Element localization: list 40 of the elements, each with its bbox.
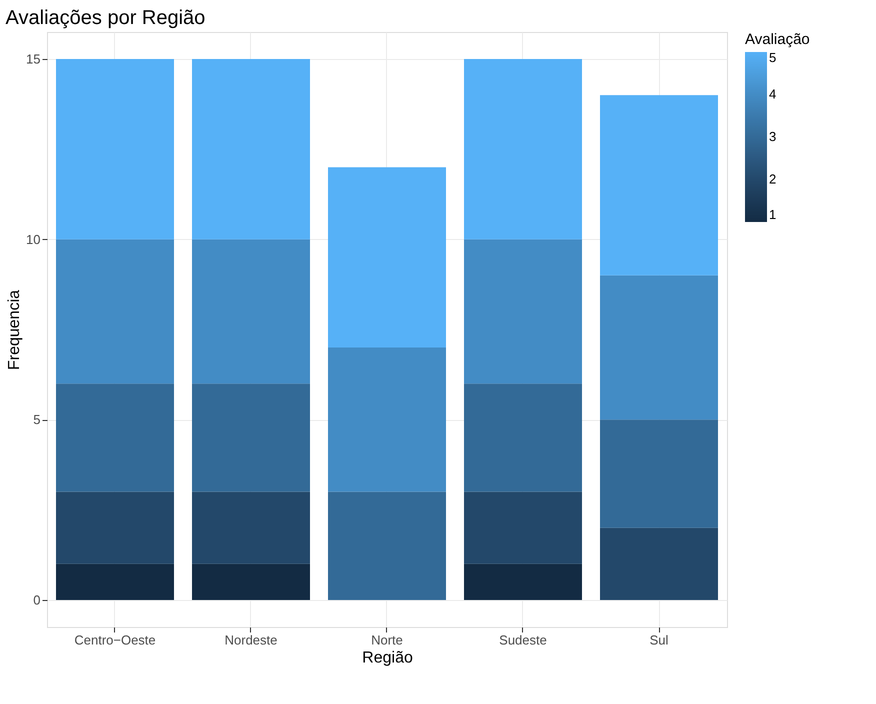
color-bar-label: 4	[769, 86, 776, 102]
bar	[192, 239, 310, 384]
x-tick-label: Norte	[371, 632, 403, 648]
bar	[328, 492, 446, 600]
bar	[464, 492, 582, 564]
y-tick-label: 0	[33, 592, 40, 608]
chart-title: Avaliações por Região	[6, 7, 206, 29]
bar	[56, 384, 174, 492]
x-tick-label: Nordeste	[224, 632, 278, 648]
bar	[192, 59, 310, 240]
bar	[464, 239, 582, 384]
bar	[600, 420, 718, 528]
bar	[328, 348, 446, 492]
y-tick-label: 10	[26, 232, 40, 247]
color-bar-title: Avaliação	[745, 31, 810, 48]
bar	[464, 59, 582, 240]
x-tick-label: Sudeste	[499, 632, 547, 648]
bar	[56, 239, 174, 384]
y-tick-label: 15	[26, 52, 40, 67]
bar	[464, 564, 582, 600]
y-axis-title: Frequencia	[6, 290, 24, 370]
bar	[464, 384, 582, 492]
bar	[192, 492, 310, 564]
bar	[56, 492, 174, 564]
bar	[56, 59, 174, 240]
color-bar-label: 1	[769, 207, 776, 222]
bar	[600, 275, 718, 420]
x-tick-label: Sul	[650, 632, 668, 648]
bar	[328, 167, 446, 348]
y-tick-label: 5	[33, 412, 40, 428]
x-tick-label: Centro−Oeste	[74, 632, 156, 648]
bar	[56, 564, 174, 600]
x-axis-title: Região	[362, 650, 413, 666]
bar	[192, 384, 310, 492]
bar	[600, 95, 718, 276]
bar	[600, 528, 718, 600]
color-bar-label: 2	[769, 172, 776, 186]
color-bar-label: 3	[769, 129, 776, 144]
color-bar-label: 5	[769, 50, 776, 65]
bar	[192, 564, 310, 600]
